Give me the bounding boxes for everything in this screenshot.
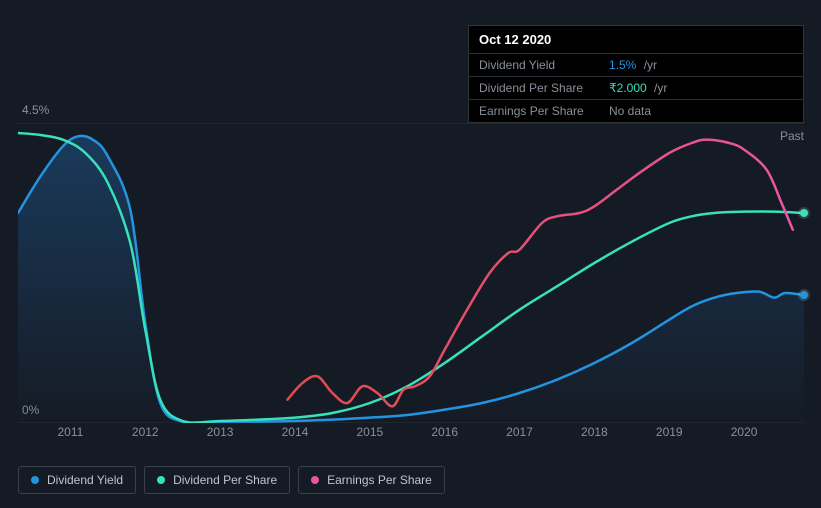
chart-legend: Dividend Yield Dividend Per Share Earnings…: [18, 466, 445, 494]
x-tick-label: 2014: [282, 425, 309, 439]
x-tick-label: 2020: [731, 425, 758, 439]
legend-item[interactable]: Dividend Per Share: [144, 466, 290, 494]
legend-dot-icon: [157, 476, 165, 484]
legend-dot-icon: [311, 476, 319, 484]
legend-label: Dividend Per Share: [173, 473, 277, 487]
past-label: Past: [780, 129, 804, 143]
x-tick-label: 2012: [132, 425, 159, 439]
x-tick-label: 2018: [581, 425, 608, 439]
legend-label: Dividend Yield: [47, 473, 123, 487]
tooltip-row-value: 1.5% /yr: [609, 58, 793, 72]
legend-dot-icon: [31, 476, 39, 484]
tooltip-row-value: No data: [609, 104, 793, 118]
chart-container: 4.5% 0% Past 201120122013201420152016201…: [18, 105, 804, 445]
tooltip-date: Oct 12 2020: [469, 26, 803, 53]
x-tick-label: 2019: [656, 425, 683, 439]
tooltip-row-label: Dividend Yield: [479, 58, 609, 72]
tooltip-row-label: Dividend Per Share: [479, 81, 609, 95]
x-tick-label: 2013: [207, 425, 234, 439]
x-axis-ticks: 2011 2012 2013 2014 2015 2016 2017 2018 2019 2020: [18, 425, 804, 445]
legend-label: Earnings Per Share: [327, 473, 432, 487]
tooltip-row: Dividend Per Share₹2.000 /yr: [469, 76, 803, 99]
tooltip-row-value: ₹2.000 /yr: [609, 81, 793, 95]
x-tick-label: 2017: [506, 425, 533, 439]
tooltip-row-label: Earnings Per Share: [479, 104, 609, 118]
chart-tooltip: Oct 12 2020 Dividend Yield1.5% /yrDivide…: [468, 25, 804, 123]
x-tick-label: 2011: [57, 425, 83, 439]
tooltip-row: Dividend Yield1.5% /yr: [469, 53, 803, 76]
y-axis-max-label: 4.5%: [22, 103, 49, 117]
series-end-dot: [800, 291, 808, 299]
x-tick-label: 2015: [356, 425, 383, 439]
series-end-dot: [800, 209, 808, 217]
legend-item[interactable]: Dividend Yield: [18, 466, 136, 494]
legend-item[interactable]: Earnings Per Share: [298, 466, 445, 494]
tooltip-row: Earnings Per ShareNo data: [469, 99, 803, 122]
chart-plot: [18, 123, 804, 423]
x-tick-label: 2016: [431, 425, 458, 439]
